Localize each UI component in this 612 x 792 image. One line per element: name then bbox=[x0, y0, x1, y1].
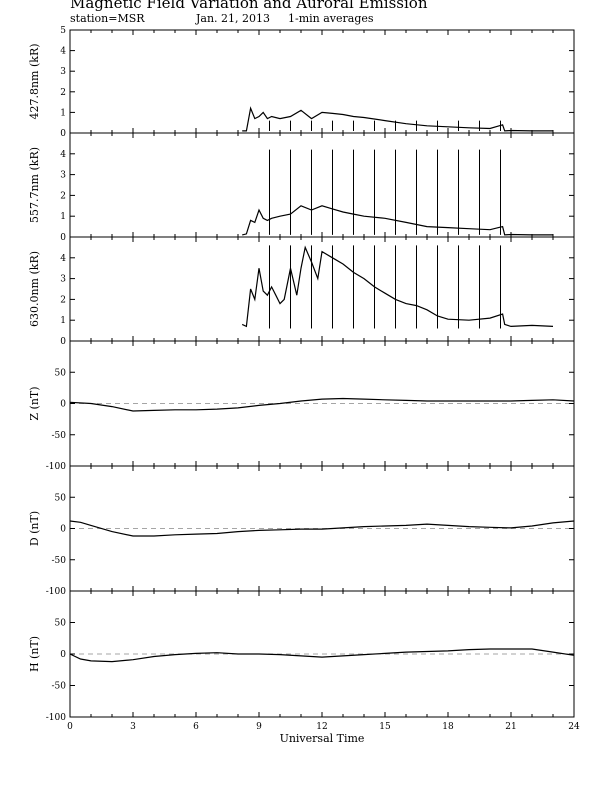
x-tick-label-4: 12 bbox=[316, 722, 327, 732]
panel-frame-0 bbox=[69, 29, 575, 134]
y-tick-label-0-2: 2 bbox=[60, 88, 66, 98]
x-tick-label-5: 15 bbox=[379, 722, 391, 732]
y-tick-label-0-4: 4 bbox=[60, 47, 66, 57]
date-label: Jan. 21, 2013 bbox=[196, 12, 271, 25]
y-axis-label-3: Z (nT) bbox=[28, 386, 41, 420]
y-tick-label-5-2: 0 bbox=[60, 650, 66, 660]
y-tick-label-1-1: 1 bbox=[60, 212, 66, 222]
y-tick-label-0-1: 1 bbox=[60, 108, 66, 118]
series-line-4 bbox=[69, 520, 575, 537]
y-tick-label-0-5: 5 bbox=[60, 26, 66, 36]
y-tick-label-2-1: 1 bbox=[60, 316, 66, 326]
series-line-3 bbox=[69, 397, 575, 412]
series-line-1 bbox=[242, 205, 553, 236]
y-axis-label-0: 427.8nm (kR) bbox=[28, 43, 41, 119]
y-tick-label-1-4: 4 bbox=[60, 150, 66, 160]
y-tick-label-4-2: 0 bbox=[60, 525, 66, 535]
y-tick-label-5-0: -100 bbox=[46, 713, 66, 723]
x-tick-label-7: 21 bbox=[505, 722, 516, 732]
x-tick-label-1: 3 bbox=[130, 722, 136, 732]
y-tick-label-1-2: 2 bbox=[60, 191, 66, 201]
y-tick-label-4-3: 50 bbox=[55, 493, 67, 503]
chart-title: Magnetic Field Variation and Auroral Emi… bbox=[70, 0, 428, 12]
y-tick-label-3-1: -50 bbox=[52, 431, 67, 441]
station-label: station=MSR bbox=[70, 12, 145, 25]
y-tick-label-4-0: -100 bbox=[46, 587, 66, 597]
y-tick-label-2-0: 0 bbox=[60, 337, 66, 347]
y-tick-label-0-0: 0 bbox=[60, 129, 66, 139]
series-line-2 bbox=[241, 245, 554, 328]
y-axis-label-5: H (nT) bbox=[28, 636, 41, 672]
x-tick-label-2: 6 bbox=[193, 722, 199, 732]
x-tick-label-3: 9 bbox=[256, 722, 262, 732]
y-tick-label-5-3: 50 bbox=[55, 619, 67, 629]
y-tick-label-3-0: -100 bbox=[46, 462, 66, 472]
y-tick-label-0-3: 3 bbox=[60, 67, 66, 77]
y-axis-label-4: D (nT) bbox=[28, 511, 41, 546]
panel-frame-1 bbox=[69, 132, 575, 238]
y-tick-label-5-1: -50 bbox=[52, 682, 67, 692]
x-axis-label: Universal Time bbox=[280, 732, 365, 745]
y-tick-label-1-0: 0 bbox=[60, 233, 66, 243]
series-line-0 bbox=[242, 106, 553, 132]
y-tick-label-3-2: 0 bbox=[60, 400, 66, 410]
y-tick-label-2-4: 4 bbox=[60, 254, 66, 264]
x-tick-label-6: 18 bbox=[442, 722, 454, 732]
y-axis-label-1: 557.7nm (kR) bbox=[28, 147, 41, 223]
y-axis-label-2: 630.0nm (kR) bbox=[28, 251, 41, 327]
y-tick-label-1-3: 3 bbox=[60, 171, 66, 181]
y-tick-label-2-2: 2 bbox=[60, 295, 66, 305]
y-tick-label-4-1: -50 bbox=[52, 556, 67, 566]
x-tick-label-0: 0 bbox=[67, 722, 73, 732]
y-tick-label-2-3: 3 bbox=[60, 275, 66, 285]
y-tick-label-3-3: 50 bbox=[55, 368, 67, 378]
series-line-5 bbox=[69, 648, 575, 663]
x-tick-label-8: 24 bbox=[568, 722, 580, 732]
averaging-label: 1-min averages bbox=[288, 12, 374, 25]
